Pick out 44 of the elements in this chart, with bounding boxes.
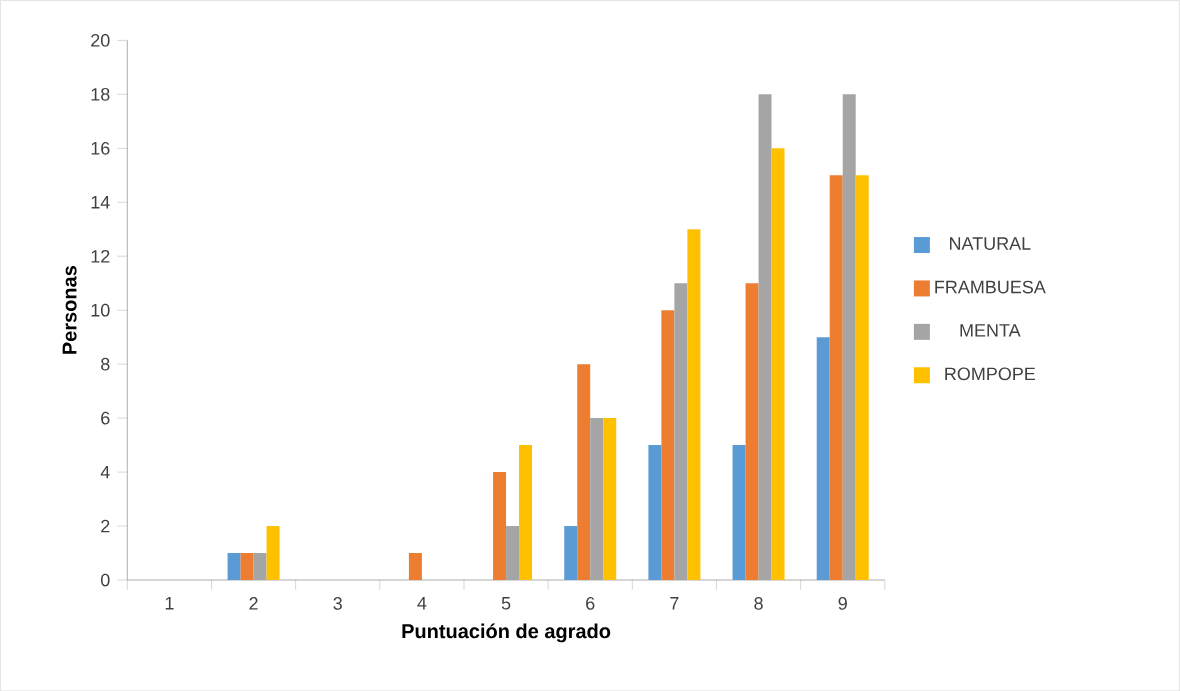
x-tick-label: 7 (670, 596, 679, 610)
x-tick-label: 9 (838, 596, 847, 610)
bar (732, 444, 746, 580)
bar (564, 525, 578, 580)
y-tick-label: 8 (101, 357, 110, 371)
y-axis-title: Personas (62, 265, 77, 354)
bar (519, 444, 533, 580)
y-tick-label: 2 (101, 519, 110, 533)
bar (687, 229, 701, 580)
bar (855, 175, 869, 580)
x-axis-title: Puntuación de agrado (402, 623, 611, 643)
bar (648, 444, 662, 580)
y-tick-label: 20 (91, 33, 110, 47)
legend-label: ROMPOPE (945, 367, 1036, 381)
bar (493, 471, 507, 580)
legend-label: FRAMBUESA (935, 280, 1046, 294)
bar (266, 525, 280, 580)
y-tick-label: 0 (101, 573, 110, 587)
bar (771, 148, 785, 580)
bar (227, 552, 241, 580)
x-tick-label: 5 (501, 596, 511, 610)
y-tick-label: 14 (91, 195, 110, 209)
y-tick-label: 12 (91, 249, 110, 263)
y-tick-label: 10 (91, 303, 110, 317)
x-tick-label: 3 (333, 596, 342, 610)
bar (829, 175, 843, 580)
x-tick-label: 2 (249, 596, 258, 610)
y-tick-label: 4 (100, 465, 110, 479)
bar (408, 552, 422, 580)
legend-label: MENTA (960, 324, 1021, 337)
bar (661, 310, 675, 580)
bar (816, 337, 830, 580)
bar (577, 363, 591, 580)
y-tick-label: 6 (101, 411, 110, 425)
bar (240, 552, 254, 580)
x-tick-label: 6 (586, 596, 595, 610)
bar (603, 417, 617, 580)
x-tick-label: 1 (165, 596, 174, 610)
y-tick-label: 16 (91, 141, 110, 155)
y-tick-label: 18 (91, 87, 110, 101)
x-tick-label: 4 (417, 596, 427, 610)
bar (745, 283, 759, 580)
legend-label: NATURAL (949, 237, 1031, 250)
x-tick-label: 8 (754, 596, 763, 610)
